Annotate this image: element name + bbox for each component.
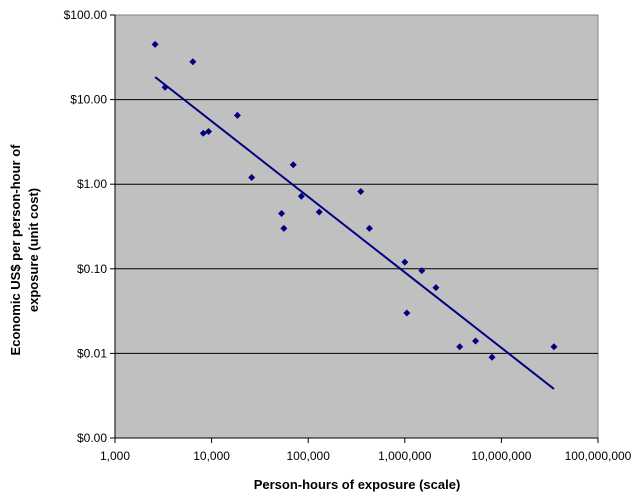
data-point <box>550 343 558 351</box>
x-tick-label: 10,000,000 <box>471 449 531 463</box>
x-tick-label: 100,000,000 <box>565 449 632 463</box>
data-point <box>161 83 169 91</box>
data-point <box>403 309 411 317</box>
data-point <box>472 337 480 345</box>
y-tick-label: $0.10 <box>77 262 107 276</box>
data-point <box>432 284 440 292</box>
data-point <box>248 174 256 182</box>
x-tick-label: 10,000 <box>193 449 230 463</box>
data-point <box>365 224 373 232</box>
data-point <box>401 258 409 266</box>
x-tick-label: 1,000,000 <box>378 449 432 463</box>
data-point <box>488 353 496 361</box>
data-point <box>315 208 323 216</box>
y-tick-label: $1.00 <box>77 177 107 191</box>
x-tick-label: 100,000 <box>287 449 331 463</box>
y-axis-title-line1: Economic US$ per person-hour of <box>8 144 23 356</box>
y-tick-label: $10.00 <box>70 93 107 107</box>
data-point <box>456 343 464 351</box>
data-point <box>418 267 426 275</box>
data-point <box>280 224 288 232</box>
y-tick-label: $0.01 <box>77 346 107 360</box>
y-axis-title-line2: exposure (unit cost) <box>26 188 41 312</box>
plot-area <box>114 14 599 439</box>
data-point <box>357 187 365 195</box>
data-point <box>199 129 207 137</box>
data-point <box>205 127 213 135</box>
x-tick-label: 1,000 <box>100 449 130 463</box>
data-point <box>289 161 297 169</box>
y-tick-label: $0.00 <box>77 431 107 445</box>
trendline <box>154 76 555 390</box>
data-point <box>233 111 241 119</box>
data-point <box>151 40 159 48</box>
data-point <box>189 58 197 66</box>
x-axis-title: Person-hours of exposure (scale) <box>254 477 461 492</box>
data-point <box>278 210 286 218</box>
data-point <box>297 192 305 200</box>
y-tick-label: $100.00 <box>64 8 108 22</box>
